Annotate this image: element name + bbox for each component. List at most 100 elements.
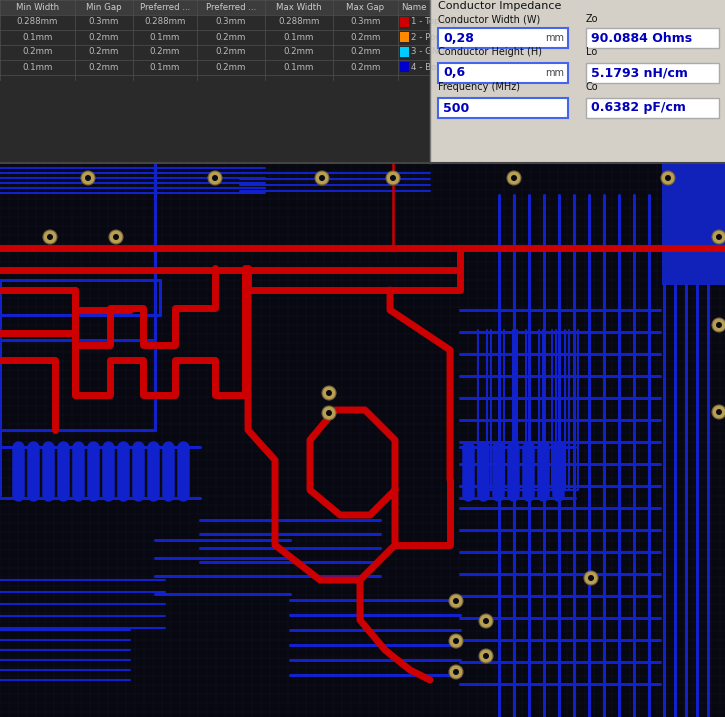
Text: Max Width: Max Width bbox=[276, 3, 322, 12]
Text: Name: Name bbox=[401, 3, 427, 12]
Text: 0.288mm: 0.288mm bbox=[144, 17, 186, 27]
Text: 0.2mm: 0.2mm bbox=[88, 47, 119, 57]
Circle shape bbox=[449, 634, 463, 648]
Circle shape bbox=[326, 390, 332, 396]
Text: 0.2mm: 0.2mm bbox=[350, 47, 381, 57]
Circle shape bbox=[453, 598, 459, 604]
Circle shape bbox=[113, 234, 119, 240]
Circle shape bbox=[453, 669, 459, 675]
Text: Zo: Zo bbox=[586, 14, 599, 24]
Text: Preferred ...: Preferred ... bbox=[206, 3, 256, 12]
Circle shape bbox=[511, 175, 517, 181]
Text: Min Gap: Min Gap bbox=[86, 3, 122, 12]
Text: Conductor Height (H): Conductor Height (H) bbox=[438, 47, 542, 57]
Text: 5.1793 nH/cm: 5.1793 nH/cm bbox=[591, 67, 688, 80]
Bar bbox=[438, 28, 568, 48]
Text: Conductor Width (W): Conductor Width (W) bbox=[438, 14, 540, 24]
Text: Min Width: Min Width bbox=[16, 3, 59, 12]
Circle shape bbox=[716, 409, 722, 415]
Circle shape bbox=[449, 594, 463, 608]
Text: 0.1mm: 0.1mm bbox=[150, 32, 181, 42]
Text: 0.3mm: 0.3mm bbox=[88, 17, 119, 27]
Circle shape bbox=[319, 175, 325, 181]
Text: mm: mm bbox=[545, 33, 564, 43]
Text: mm: mm bbox=[545, 68, 564, 78]
Circle shape bbox=[665, 175, 671, 181]
Circle shape bbox=[85, 175, 91, 181]
Text: 0,6: 0,6 bbox=[443, 67, 465, 80]
Text: 0.1mm: 0.1mm bbox=[22, 32, 53, 42]
Text: 3 - GND: 3 - GND bbox=[411, 47, 445, 57]
Text: 0.288mm: 0.288mm bbox=[278, 17, 320, 27]
Text: Preferred ...: Preferred ... bbox=[140, 3, 190, 12]
Text: 0.2mm: 0.2mm bbox=[283, 47, 314, 57]
Circle shape bbox=[661, 171, 675, 185]
Circle shape bbox=[81, 171, 95, 185]
Bar bbox=[400, 32, 409, 42]
Bar bbox=[586, 63, 719, 83]
Circle shape bbox=[712, 318, 725, 332]
Text: 0,28: 0,28 bbox=[443, 32, 474, 44]
Bar bbox=[0, 163, 725, 717]
Circle shape bbox=[43, 230, 57, 244]
Bar bbox=[0, 0, 430, 15]
Bar bbox=[400, 62, 409, 72]
Bar bbox=[430, 0, 725, 163]
Bar bbox=[438, 98, 568, 118]
Circle shape bbox=[716, 234, 722, 240]
Circle shape bbox=[326, 410, 332, 416]
Text: Lo: Lo bbox=[586, 47, 597, 57]
Circle shape bbox=[390, 175, 396, 181]
Text: Conductor Impedance: Conductor Impedance bbox=[438, 1, 561, 11]
Circle shape bbox=[208, 171, 222, 185]
Text: 0.2mm: 0.2mm bbox=[88, 32, 119, 42]
Circle shape bbox=[483, 618, 489, 624]
Text: 0.2mm: 0.2mm bbox=[216, 47, 246, 57]
Circle shape bbox=[109, 230, 123, 244]
Text: 0.1mm: 0.1mm bbox=[22, 62, 53, 72]
Text: 0.2mm: 0.2mm bbox=[350, 62, 381, 72]
Text: 4 - Bottom Layer: 4 - Bottom Layer bbox=[411, 62, 484, 72]
Text: 90.0884 Ohms: 90.0884 Ohms bbox=[591, 32, 692, 44]
Text: Co: Co bbox=[586, 82, 599, 92]
Circle shape bbox=[322, 386, 336, 400]
Text: 0.2mm: 0.2mm bbox=[350, 32, 381, 42]
Bar bbox=[662, 163, 725, 285]
Circle shape bbox=[386, 171, 400, 185]
Bar bbox=[0, 0, 430, 163]
Circle shape bbox=[47, 234, 53, 240]
Text: 0.3mm: 0.3mm bbox=[350, 17, 381, 27]
Text: 0.2mm: 0.2mm bbox=[216, 62, 246, 72]
Circle shape bbox=[712, 230, 725, 244]
Text: 0.1mm: 0.1mm bbox=[150, 62, 181, 72]
Text: 0.6382 pF/cm: 0.6382 pF/cm bbox=[591, 102, 686, 115]
Text: 0.2mm: 0.2mm bbox=[216, 32, 246, 42]
Text: 2 - Power: 2 - Power bbox=[411, 32, 451, 42]
Circle shape bbox=[479, 649, 493, 663]
Bar bbox=[586, 28, 719, 48]
Text: 0.1mm: 0.1mm bbox=[283, 32, 314, 42]
Circle shape bbox=[453, 638, 459, 644]
Text: 0.2mm: 0.2mm bbox=[22, 47, 53, 57]
Circle shape bbox=[588, 575, 594, 581]
Text: 500: 500 bbox=[443, 102, 469, 115]
Circle shape bbox=[212, 175, 218, 181]
Text: 1 - Top Layer: 1 - Top Layer bbox=[411, 17, 466, 27]
Text: 0.288mm: 0.288mm bbox=[17, 17, 58, 27]
Circle shape bbox=[322, 406, 336, 420]
Circle shape bbox=[449, 665, 463, 679]
Circle shape bbox=[483, 653, 489, 659]
Circle shape bbox=[712, 405, 725, 419]
Circle shape bbox=[479, 614, 493, 628]
Text: 0.3mm: 0.3mm bbox=[216, 17, 246, 27]
Bar bbox=[400, 47, 409, 57]
Text: Frequency (MHz): Frequency (MHz) bbox=[438, 82, 520, 92]
Bar bbox=[400, 17, 409, 27]
Bar bbox=[438, 63, 568, 83]
Bar bbox=[586, 98, 719, 118]
Text: Max Gap: Max Gap bbox=[347, 3, 384, 12]
Circle shape bbox=[584, 571, 598, 585]
Circle shape bbox=[315, 171, 329, 185]
Text: 0.1mm: 0.1mm bbox=[283, 62, 314, 72]
Circle shape bbox=[507, 171, 521, 185]
